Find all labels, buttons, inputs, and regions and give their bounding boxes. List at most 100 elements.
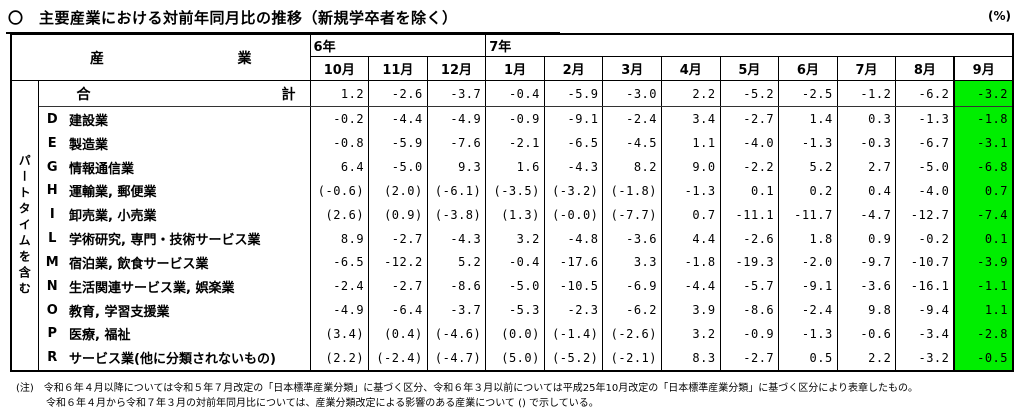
value-cell: -1.8 <box>661 250 721 275</box>
value-cell: -4.5 <box>602 131 662 156</box>
industry-row-E: E 製造業 -0.8 -5.9 -7.6 -2.1 -6.5 -4.5 1.1 -4.0 -1.3-… <box>11 131 1013 156</box>
value-cell: 5.2 <box>426 250 486 275</box>
value-cell: -2.6 <box>368 80 428 108</box>
value-cell: 8.2 <box>602 155 662 179</box>
year-header-row: 産 業 6年 7年 <box>11 34 1013 81</box>
value-cell: (-3.2) <box>543 178 603 203</box>
value-cell: 0.9 <box>836 226 896 251</box>
value-cell: (-0.0) <box>543 202 603 227</box>
value-cell: -3.4 <box>895 321 955 346</box>
industry-row-G: G 情報通信業 6.4 -5.0 9.3 1.6 -4.3 8.2 9.0 -2.2 5.2 2.7-… <box>11 155 1013 179</box>
value-cell: -1.8 <box>953 106 1013 132</box>
value-cell: 3.4 <box>661 106 721 132</box>
value-cell: 0.3 <box>836 106 896 132</box>
value-cell: (-2.4) <box>368 345 428 371</box>
value-cell: -12.7 <box>895 202 955 227</box>
value-cell: (-2.6) <box>602 321 662 346</box>
value-cell: -5.2 <box>719 80 779 108</box>
value-cell: -4.3 <box>543 155 603 179</box>
value-cell: -7.6 <box>426 131 486 156</box>
month-header-2月: 2月 <box>544 56 604 81</box>
value-cell: -12.2 <box>368 250 428 275</box>
value-cell: -5.0 <box>485 274 545 299</box>
value-cell: 9.0 <box>661 155 721 179</box>
value-cell: (0.9) <box>368 202 428 227</box>
month-header-7月: 7月 <box>837 56 897 81</box>
value-cell: -9.1 <box>543 106 603 132</box>
value-cell: (-4.7) <box>426 345 486 371</box>
value-cell: 2.2 <box>661 80 721 108</box>
value-cell: -0.8 <box>309 131 369 156</box>
value-cell: -6.8 <box>953 155 1013 179</box>
value-cell: -6.2 <box>895 80 955 108</box>
value-cell: -3.1 <box>953 131 1013 156</box>
value-cell: -5.0 <box>895 155 955 179</box>
industry-code: R <box>47 350 58 366</box>
industry-code: G <box>46 159 58 175</box>
value-cell: -2.4 <box>309 274 369 299</box>
total-label: 合計 <box>38 80 311 108</box>
industry-code: D <box>46 111 58 127</box>
industry-name: 宿泊業, 飲食サービス業 <box>69 256 209 272</box>
value-cell: (-0.6) <box>309 178 369 203</box>
month-header-3月: 3月 <box>602 56 662 81</box>
value-cell: 1.1 <box>953 298 1013 322</box>
month-header-6月: 6月 <box>778 56 838 81</box>
value-cell: 0.5 <box>778 345 838 371</box>
value-cell: (2.0) <box>368 178 428 203</box>
value-cell: (-1.4) <box>543 321 603 346</box>
industry-row-H: H 運輸業, 郵便業 (-0.6) (2.0) (-6.1) (-3.5) (-3.2) (-… <box>11 178 1013 203</box>
industry-name: 建設業 <box>69 113 109 129</box>
value-cell: 0.1 <box>719 178 779 203</box>
value-cell: -1.3 <box>661 178 721 203</box>
value-cell: -8.6 <box>426 274 486 299</box>
value-cell: -0.3 <box>836 131 896 156</box>
value-cell: 3.2 <box>485 226 545 251</box>
industry-code: I <box>49 207 55 223</box>
value-cell: (3.4) <box>309 321 369 346</box>
value-cell: 1.8 <box>778 226 838 251</box>
industry-code: E <box>47 135 57 151</box>
value-cell: (-3.8) <box>426 202 486 227</box>
month-header-4月: 4月 <box>661 56 721 81</box>
value-cell: -2.4 <box>778 298 838 322</box>
value-cell: -3.9 <box>953 250 1013 275</box>
value-cell: -2.7 <box>719 106 779 132</box>
value-cell: (-3.5) <box>485 178 545 203</box>
value-cell: -5.9 <box>368 131 428 156</box>
value-cell: -8.6 <box>719 298 779 322</box>
value-cell: 1.1 <box>661 131 721 156</box>
value-cell: -5.7 <box>719 274 779 299</box>
industry-code: H <box>46 183 58 199</box>
value-cell: -2.2 <box>719 155 779 179</box>
value-cell: -2.7 <box>368 274 428 299</box>
value-cell: 1.6 <box>485 155 545 179</box>
month-header-1月: 1月 <box>485 56 545 81</box>
month-header-5月: 5月 <box>720 56 780 81</box>
value-cell: (-7.7) <box>602 202 662 227</box>
value-cell: (5.0) <box>485 345 545 371</box>
value-cell: (1.3) <box>485 202 545 227</box>
value-cell: -3.2 <box>953 80 1013 108</box>
industry-column-header: 産 業 <box>11 34 311 81</box>
total-label-char: 合 <box>76 86 91 103</box>
industry-row-N: N 生活関連サービス業, 娯楽業 -2.4 -2.7 -8.6 -5.0 -10.5 -6.9… <box>11 274 1013 299</box>
value-cell: -6.9 <box>602 274 662 299</box>
value-cell: (0.4) <box>368 321 428 346</box>
value-cell: -9.4 <box>895 298 955 322</box>
industry-name: サービス業(他に分類されないもの) <box>69 352 276 368</box>
total-row: パートタイムを含む合計 1.2 -2.6 -3.7 -0.4 -5.9 -3.0 2.2 -5.… <box>11 80 1013 372</box>
value-cell: -9.7 <box>836 250 896 275</box>
industry-code: N <box>46 278 58 294</box>
value-cell: -1.2 <box>836 80 896 108</box>
value-cell: -0.9 <box>719 321 779 346</box>
value-cell: -11.1 <box>719 202 779 227</box>
value-cell: -1.3 <box>895 106 955 132</box>
value-cell: 3.3 <box>602 250 662 275</box>
month-header-12月: 12月 <box>427 56 487 81</box>
value-cell: -0.4 <box>485 250 545 275</box>
value-cell: -16.1 <box>895 274 955 299</box>
value-cell: 3.9 <box>661 298 721 322</box>
value-cell: -1.3 <box>778 321 838 346</box>
value-cell: -3.2 <box>895 345 955 371</box>
